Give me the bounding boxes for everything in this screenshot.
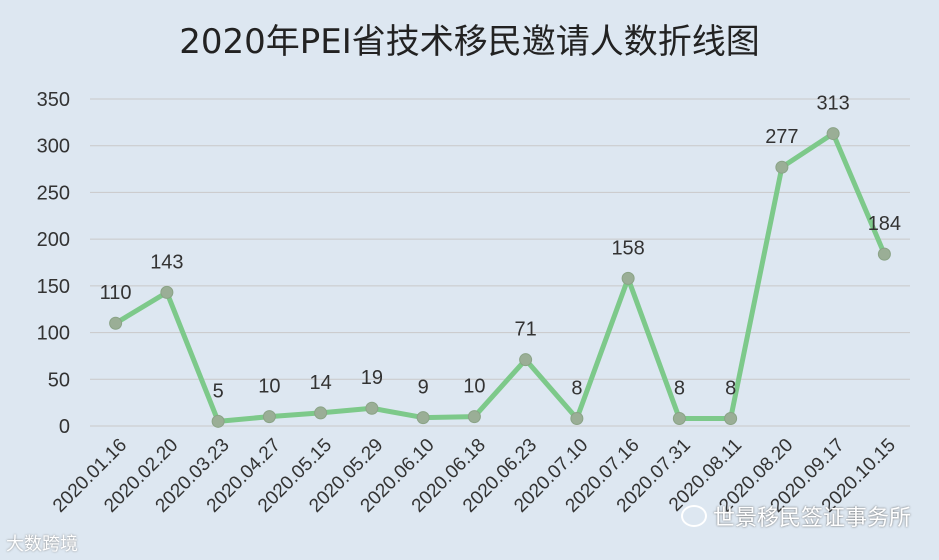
data-point [262,410,276,424]
data-point [775,160,789,174]
y-tick-label: 0 [59,416,70,438]
data-point [672,412,686,426]
data-point [314,406,328,420]
data-point [467,410,481,424]
data-point [160,285,174,299]
data-label: 143 [150,251,183,273]
y-tick-label: 150 [37,276,70,298]
watermark-right-text: 世景移民签证事务所 [712,506,911,531]
data-label: 313 [816,93,849,115]
y-tick-label: 350 [37,89,70,111]
data-point [877,247,891,261]
watermark-right: 世景移民签证事务所 [680,500,911,532]
data-label: 8 [674,378,685,400]
y-tick-label: 200 [37,229,70,251]
data-point [365,401,379,415]
data-label: 9 [418,377,429,399]
data-point [570,412,584,426]
y-tick-label: 50 [48,369,70,391]
data-label: 71 [515,319,537,341]
data-label: 184 [868,213,901,235]
data-label: 110 [100,282,132,304]
wechat-icon [680,505,707,527]
series-line [113,131,887,424]
y-tick-label: 300 [37,136,70,158]
data-label: 277 [765,126,798,148]
data-point [621,271,635,285]
chart-title: 2020年PEI省技术移民邀请人数折线图 [179,22,760,62]
data-point [724,412,738,426]
y-tick-label: 100 [37,323,70,345]
data-label: 158 [611,237,644,259]
y-tick-label: 250 [37,182,70,204]
data-point [826,127,840,141]
data-label: 14 [310,372,332,394]
data-label: 10 [258,376,280,398]
data-label: 5 [213,380,224,402]
data-point [519,353,533,367]
data-point [211,414,225,428]
data-label: 19 [361,367,383,389]
watermark-left-text: 大数跨境 [6,534,78,555]
data-label: 10 [463,376,485,398]
watermark-left: 大数跨境 [6,530,78,556]
data-point [416,411,430,425]
data-label: 8 [725,378,736,400]
data-point [109,316,123,330]
data-label: 8 [571,378,582,400]
